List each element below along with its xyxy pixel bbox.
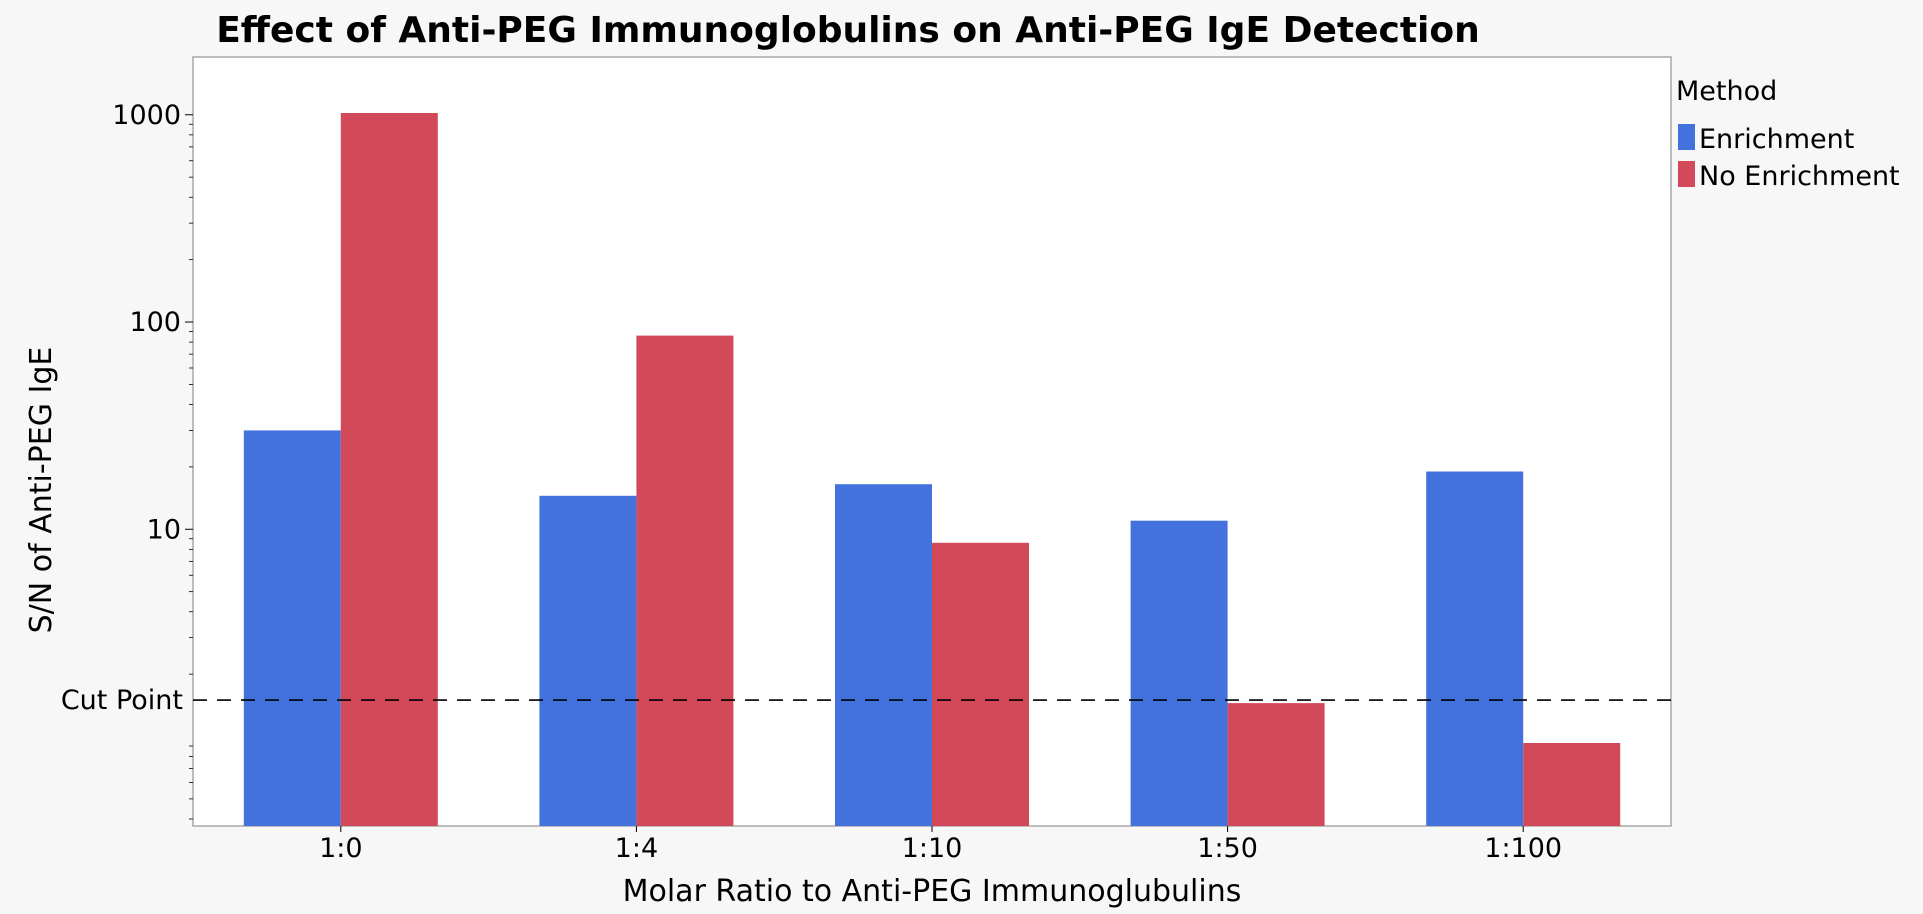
bar-enrichment-1-0 <box>243 430 341 826</box>
bar-no-enrichment-1-100 <box>1523 743 1621 826</box>
bar-enrichment-1-50 <box>1130 520 1228 826</box>
x-axis-title: Molar Ratio to Anti-PEG Immunoglubulins <box>623 874 1242 909</box>
y-tick-label: 1000 <box>112 100 181 131</box>
bar-enrichment-1-10 <box>835 484 932 826</box>
x-axis: 1:0 1:4 1:10 1:50 1:100 <box>319 826 1562 864</box>
bar-no-enrichment-1-50 <box>1227 703 1325 826</box>
y-tick-label: 100 <box>129 307 181 338</box>
legend-swatch-enrichment <box>1678 124 1695 150</box>
x-tick-label: 1:50 <box>1197 833 1258 864</box>
legend: Method Enrichment No Enrichment <box>1676 76 1900 192</box>
chart-title: Effect of Anti-PEG Immunoglobulins on An… <box>216 10 1480 51</box>
x-tick-label: 1:4 <box>615 833 658 864</box>
bar-no-enrichment-1-0 <box>340 113 438 826</box>
bars-group <box>243 113 1621 826</box>
legend-label-no-enrichment: No Enrichment <box>1699 161 1900 192</box>
y-axis-title: S/N of Anti-PEG IgE <box>24 347 59 634</box>
bar-no-enrichment-1-10 <box>932 542 1029 826</box>
legend-swatch-no-enrichment <box>1678 161 1695 187</box>
y-tick-label: 10 <box>147 514 181 545</box>
cut-point-line-group: Cut Point <box>61 685 1671 716</box>
cut-point-label: Cut Point <box>61 685 183 716</box>
bar-enrichment-1-100 <box>1426 471 1524 826</box>
y-axis: 10 100 1000 <box>112 100 193 820</box>
x-tick-label: 1:100 <box>1484 833 1562 864</box>
legend-label-enrichment: Enrichment <box>1699 124 1854 155</box>
bar-no-enrichment-1-4 <box>636 335 734 826</box>
bar-enrichment-1-4 <box>539 495 637 826</box>
x-tick-label: 1:10 <box>902 833 963 864</box>
legend-title: Method <box>1676 76 1777 107</box>
x-tick-label: 1:0 <box>319 833 362 864</box>
